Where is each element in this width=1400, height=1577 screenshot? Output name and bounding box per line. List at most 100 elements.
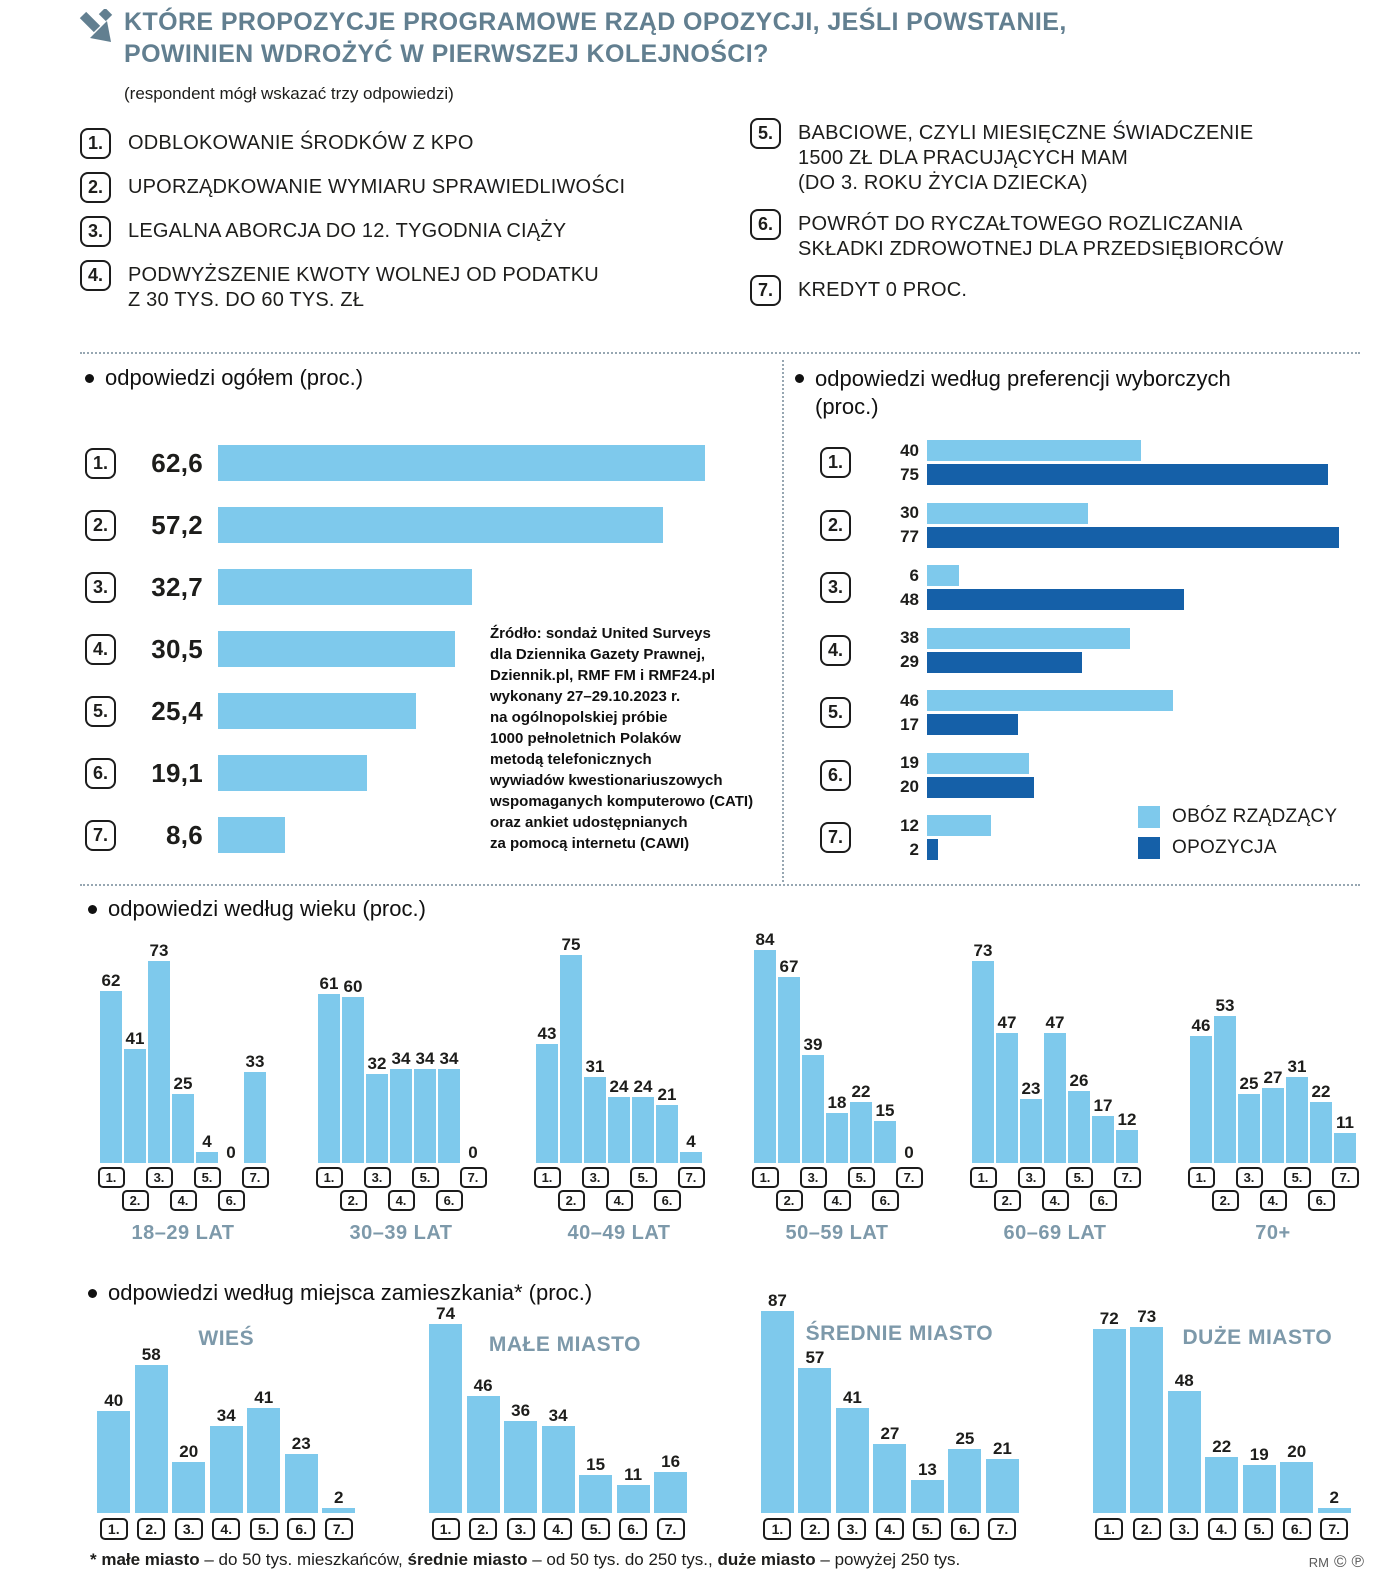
legend-item: OBÓZ RZĄDZĄCY (1138, 806, 1337, 828)
bar (414, 1069, 436, 1163)
bar-column: 57 (796, 1290, 834, 1513)
preference-group: 1. 40 75 (795, 440, 1385, 485)
overall-bar-row: 3. 32,7 (85, 569, 780, 605)
bar (826, 1113, 848, 1163)
chart-group-title: 18–29 LAT (131, 1222, 235, 1244)
bar (322, 1508, 356, 1513)
bar-group: 87 57 41 27 13 25 21 (759, 1290, 1022, 1513)
bar-column: 18 (825, 929, 849, 1163)
preferences-chart-title-text: odpowiedzi według preferencji wyborczych… (815, 366, 1231, 419)
bar-column: 61 (317, 929, 341, 1163)
mini-chart: 61 60 32 34 34 34 0 1. 2. 3. 4. 5. 6. 7. 30–39 LAT (315, 929, 487, 1245)
bar-column: 22 (1309, 929, 1333, 1163)
preference-bar-pair: 38 29 (863, 627, 1130, 673)
bar-column: 0 (219, 929, 243, 1163)
bar-value-label: 20 (1287, 1442, 1307, 1461)
bar (209, 1426, 243, 1513)
axis-cell: 1. (759, 1518, 797, 1540)
axis-tick-label: 4. (387, 1190, 415, 1211)
answer-key: 1. ODBLOKOWANIE ŚRODKÓW Z KPO 2. UPORZĄDKOW… (80, 118, 1392, 326)
bar (927, 690, 1173, 711)
bar-value-label: 33 (245, 1052, 265, 1071)
bar-value-label: 2 (334, 1488, 344, 1507)
bar-value-label: 25 (955, 1429, 975, 1448)
bar-group: 74 46 36 34 15 11 16 (427, 1290, 690, 1513)
bar-group: 43 75 31 24 24 21 4 (535, 929, 703, 1163)
footnote: * małe miasto – do 50 tys. mieszkańców, … (90, 1550, 960, 1570)
bar-group: 46 53 25 27 31 22 11 (1189, 929, 1357, 1163)
axis-cell: 6. (614, 1518, 652, 1540)
answer-item: 3. LEGALNA ABORCJA DO 12. TYGODNIA CIĄŻY (80, 216, 750, 247)
bar-value-label: 24 (633, 1077, 653, 1096)
footnote-segment: * małe miasto (90, 1550, 200, 1569)
answer-number-badge: 5. (85, 695, 116, 727)
axis-tick-label: 3. (581, 1167, 609, 1188)
bar-value-label: 40 (900, 440, 919, 460)
residence-chart-title: odpowiedzi według miejsca zamieszkania* … (88, 1280, 592, 1306)
bar-column: 40 (95, 1290, 133, 1513)
bar-value-label: 23 (1021, 1079, 1041, 1098)
axis-tick-label: 3. (838, 1518, 867, 1540)
bullet-icon (88, 905, 97, 914)
bar-column: 27 (1261, 929, 1285, 1163)
bar-value-label: 16 (661, 1452, 681, 1471)
bar-value-label: 17 (900, 714, 919, 734)
preference-group: 3. 6 48 (795, 565, 1385, 610)
axis-tick-label: 1. (1187, 1167, 1215, 1188)
bar (1167, 1391, 1201, 1513)
series-bar-row: 6 (863, 565, 1184, 586)
bar-column: 41 (834, 1290, 872, 1513)
preference-bar-pair: 12 2 (863, 815, 991, 860)
bar-value-label: 11 (624, 1465, 643, 1484)
axis-cell: 2. (796, 1518, 834, 1540)
bar (218, 445, 705, 481)
bar-value-label: 26 (1069, 1071, 1089, 1090)
phonogram-icon: ℗ (1351, 1552, 1364, 1571)
axis-cell: 7. (1315, 1518, 1353, 1540)
axis-cell: 7. (652, 1518, 690, 1540)
arrow-down-right-icon (78, 6, 124, 50)
bar (1334, 1133, 1356, 1163)
axis-cell: 6. (946, 1518, 984, 1540)
bar (1116, 1130, 1138, 1163)
bar (608, 1097, 630, 1163)
bar (1214, 1016, 1236, 1163)
bar-column: 21 (984, 1290, 1022, 1513)
bar (560, 955, 582, 1163)
axis-cell: 1. (427, 1518, 465, 1540)
overall-chart-title-text: odpowiedzi ogółem (proc.) (105, 365, 364, 390)
bar-column: 60 (341, 929, 365, 1163)
answer-number-badge: 6. (750, 209, 781, 240)
bar-value-label: 62,6 (151, 447, 203, 478)
bar-value-label: 74 (436, 1304, 456, 1323)
bar-value-label: 41 (125, 1029, 145, 1048)
bullet-icon (795, 374, 804, 383)
bar (754, 950, 776, 1163)
bar-value-label: 32 (367, 1054, 387, 1073)
axis-cell: 7. (984, 1518, 1022, 1540)
preferences-chart-section: odpowiedzi według preferencji wyborczych… (795, 365, 1385, 878)
axis-tick-label: 4. (212, 1518, 241, 1540)
bar-value-label: 6 (909, 565, 919, 585)
axis-tick-label: 5. (847, 1167, 875, 1188)
answer-number-badge: 3. (85, 571, 116, 603)
answer-number-badge: 1. (820, 447, 851, 478)
bar-column: 12 (1115, 929, 1139, 1163)
axis-cell: 1. (1090, 1518, 1128, 1540)
bar-column: 41 (245, 1290, 283, 1513)
preferences-bar-chart: 1. 40 75 2. 30 77 3. 6 48 4. 38 29 5. 46 17 6. 19 20 7. 12 2 (795, 440, 1385, 860)
bar (1092, 1329, 1126, 1513)
axis-tick-label: 7. (324, 1518, 353, 1540)
series-bar-row: 38 (863, 627, 1130, 649)
bar (760, 1311, 794, 1513)
preference-group: 7. 12 2 (795, 815, 1385, 860)
bar (1310, 1102, 1332, 1163)
bar-column: 67 (777, 929, 801, 1163)
axis-tick-label: 2. (800, 1518, 829, 1540)
age-charts-row: 62 41 73 25 4 0 33 1. 2. 3. 4. 5. 6. 7. 18–29 LAT 61 60 3… (0, 929, 1400, 1245)
bar-value-label: 43 (537, 1024, 557, 1043)
axis-cell: 5. (1240, 1518, 1278, 1540)
axis-cell: 6. (1278, 1518, 1316, 1540)
bar (927, 464, 1328, 485)
